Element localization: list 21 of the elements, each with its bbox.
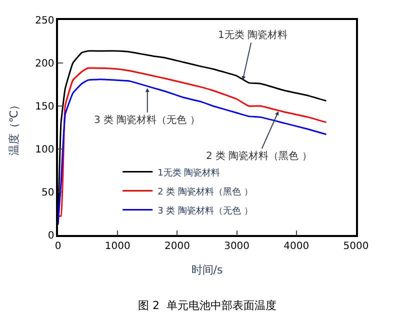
legend-label: 3 类 陶瓷材料（无色 ） [158, 205, 253, 216]
x-tick-label: 1000 [104, 240, 130, 252]
y-tick-label: 0 [48, 230, 54, 242]
y-tick-label: 250 [35, 16, 54, 26]
x-axis-title: 时间/s [191, 263, 223, 276]
y-tick-label: 150 [35, 102, 54, 112]
annotation: 3 类 陶瓷材料（无色 ） [94, 114, 200, 126]
x-tick-label: 3000 [224, 240, 250, 252]
x-tick-label: 0 [54, 240, 62, 252]
annotation: 1无类 陶瓷材料 [218, 29, 288, 41]
x-tick-label: 5000 [343, 240, 369, 252]
y-tick-label: 200 [35, 58, 54, 70]
y-tick-label: 50 [42, 188, 54, 198]
legend-label: 1无类 陶瓷材料 [158, 167, 220, 178]
annotation: 2 类 陶瓷材料（黑色 ） [206, 150, 312, 162]
legend-label: 2 类 陶瓷材料（黑色 ） [158, 186, 253, 198]
caption: 图 2 单元电池中部表面温度 [138, 299, 276, 312]
y-axis-title: 温度（℃） [7, 99, 20, 156]
x-tick-label: 4000 [284, 240, 310, 252]
y-tick-label: 100 [35, 144, 54, 156]
x-tick-label: 2000 [164, 240, 190, 252]
